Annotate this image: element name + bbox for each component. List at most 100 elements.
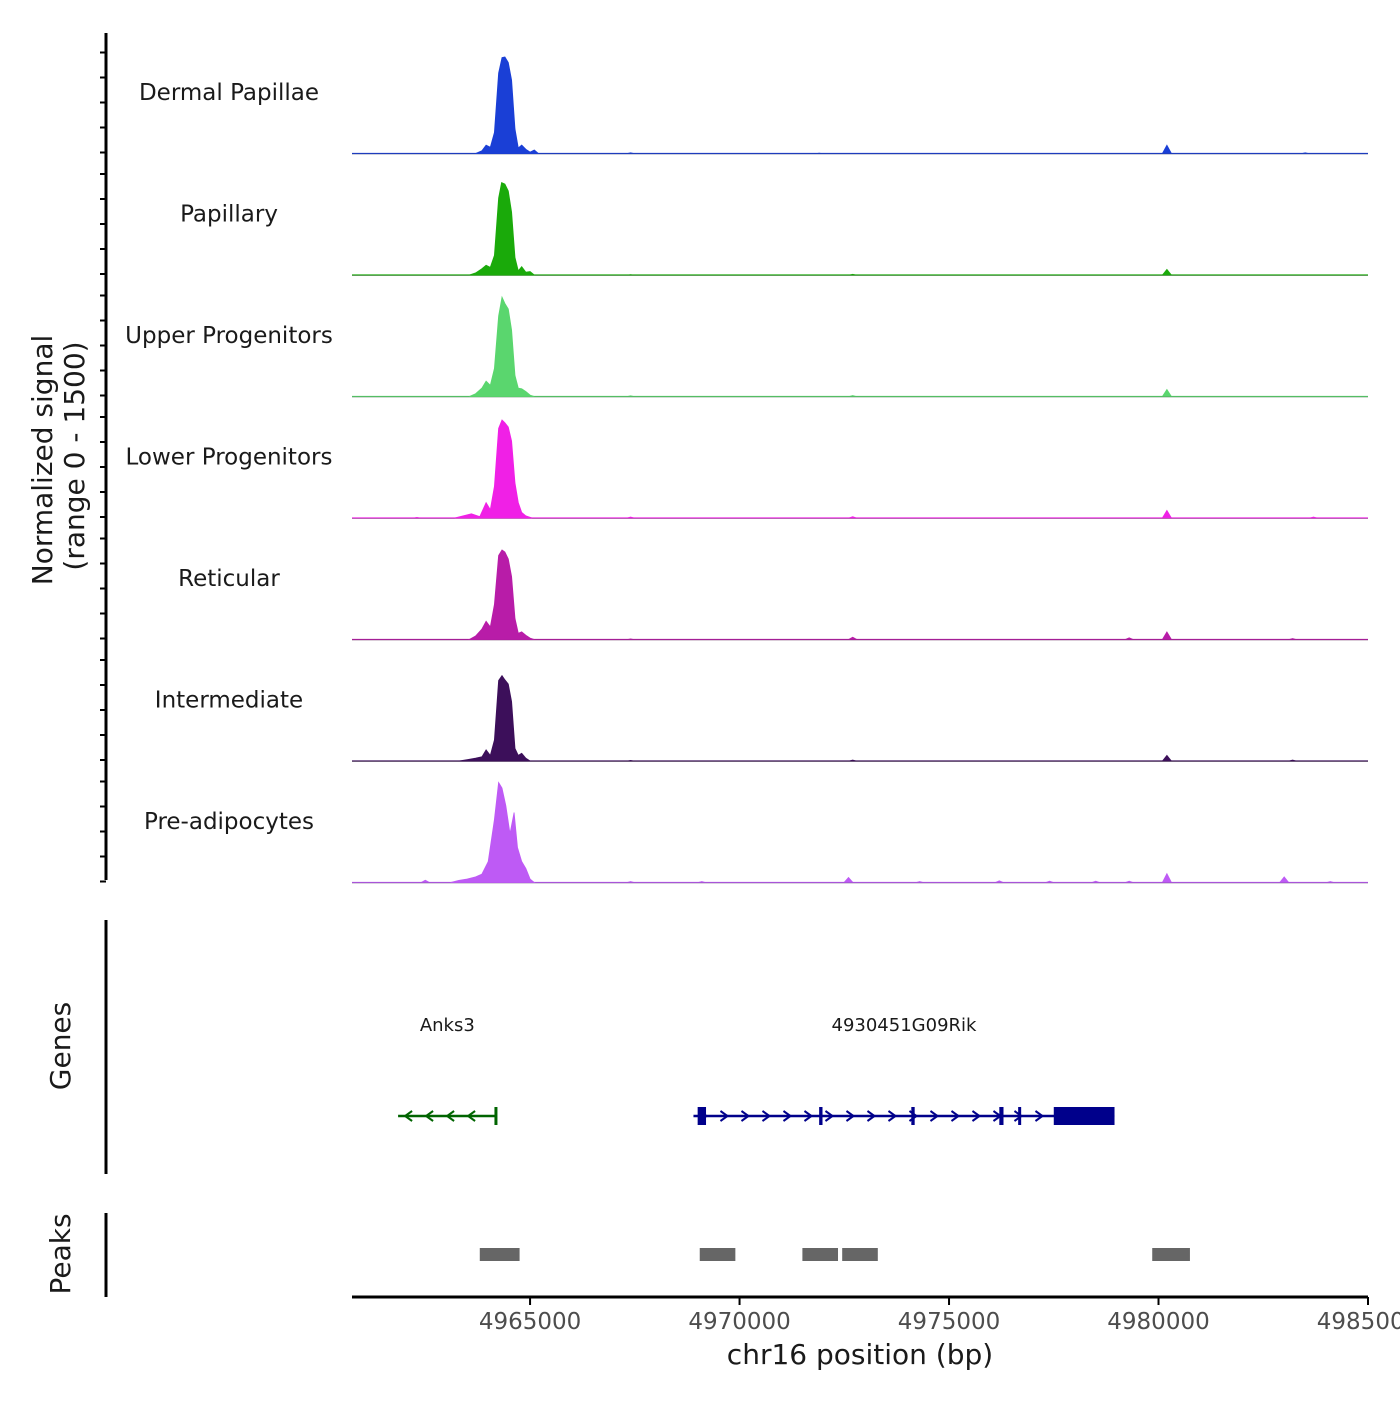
- gene-exon: [494, 1107, 498, 1125]
- gene-label: 4930451G09Rik: [832, 1015, 978, 1036]
- y-axis-subtitle: (range 0 - 1500): [58, 341, 91, 570]
- strand-chevron: [929, 1110, 940, 1122]
- strand-chevron: [466, 1110, 476, 1122]
- coverage-small-peak: [1090, 880, 1101, 883]
- strand-chevron: [445, 1110, 455, 1122]
- coverage-small-peak: [1300, 152, 1311, 154]
- coverage-small-peak: [847, 636, 858, 640]
- coverage-small-peak: [1279, 876, 1290, 883]
- track-label: Pre-adipocytes: [144, 809, 314, 835]
- coverage-y-axis: Normalized signal (range 0 - 1500): [26, 33, 108, 883]
- gene-exon: [999, 1107, 1004, 1125]
- coverage-small-peak: [625, 638, 636, 640]
- track-label: Upper Progenitors: [125, 323, 333, 349]
- track-label: Dermal Papillae: [139, 80, 319, 106]
- coverage-small-peak: [420, 879, 431, 883]
- coverage-small-peak: [1161, 872, 1172, 883]
- y-axis-title: Normalized signal: [26, 335, 59, 586]
- coverage-small-peak: [625, 881, 636, 883]
- strand-chevron: [424, 1110, 434, 1122]
- genes-panel: Genes Anks3 4930451G09Rik: [44, 920, 1115, 1174]
- coverage-small-peak: [847, 759, 858, 761]
- coverage-small-peak: [1161, 268, 1172, 275]
- x-tick-label: 4975000: [898, 1309, 1000, 1335]
- strand-chevron: [824, 1110, 835, 1122]
- x-axis: chr16 position (bp) 4965000 4970000 497500…: [352, 1295, 1400, 1371]
- x-tick-label: 4985000: [1317, 1309, 1400, 1335]
- coverage-small-peak: [1124, 880, 1135, 883]
- track-label: Papillary: [180, 202, 278, 228]
- strand-chevron: [1013, 1110, 1024, 1122]
- gene-anks3: Anks3: [398, 1015, 498, 1125]
- coverage-small-peak: [1161, 754, 1172, 761]
- gene-4930451g09rik: 4930451G09Rik: [693, 1015, 1115, 1125]
- track-label: Intermediate: [155, 688, 303, 714]
- strand-chevron: [971, 1110, 982, 1122]
- coverage-small-peak: [625, 516, 636, 518]
- peak-region: [699, 1248, 736, 1261]
- x-tick-label: 4980000: [1107, 1309, 1209, 1335]
- coverage-small-peak: [1325, 881, 1336, 883]
- peak-region: [1152, 1248, 1190, 1261]
- strand-chevron: [887, 1110, 898, 1122]
- track-pre-adipocytes: Pre-adipocytes: [144, 781, 1368, 884]
- peak-region: [479, 1248, 520, 1261]
- coverage-tracks: Dermal Papillae Papillary Upper Progenitor…: [125, 56, 1368, 884]
- track-upper-progenitors: Upper Progenitors: [125, 295, 1368, 398]
- x-tick-label: 4965000: [479, 1309, 581, 1335]
- coverage-main-peak: [469, 295, 535, 397]
- coverage-small-peak: [696, 881, 707, 883]
- strand-chevron: [845, 1110, 856, 1122]
- peak-region: [802, 1248, 839, 1261]
- peaks-panel-title: Peaks: [44, 1213, 77, 1294]
- strand-chevron: [740, 1110, 751, 1122]
- coverage-small-peak: [1161, 388, 1172, 397]
- peak-region: [842, 1248, 878, 1261]
- coverage-small-peak: [914, 881, 925, 883]
- x-axis-title: chr16 position (bp): [727, 1338, 993, 1371]
- track-papillary: Papillary: [180, 182, 1368, 276]
- x-tick-label: 4970000: [688, 1309, 790, 1335]
- strand-chevron: [761, 1110, 772, 1122]
- coverage-main-peak: [454, 419, 533, 519]
- coverage-small-peak: [847, 273, 858, 275]
- strand-chevron: [1034, 1110, 1045, 1122]
- strand-chevron: [719, 1110, 730, 1122]
- track-lower-progenitors: Lower Progenitors: [126, 419, 1368, 519]
- coverage-small-peak: [1287, 759, 1298, 761]
- strand-chevron: [803, 1110, 814, 1122]
- gene-exon: [1018, 1107, 1022, 1125]
- track-label: Reticular: [178, 566, 280, 592]
- coverage-small-peak: [994, 880, 1005, 883]
- coverage-main-peak: [450, 781, 536, 883]
- coverage-small-peak: [1308, 516, 1319, 518]
- strand-chevron: [403, 1110, 413, 1122]
- coverage-small-peak: [1044, 880, 1055, 883]
- track-intermediate: Intermediate: [155, 674, 1368, 762]
- coverage-main-peak: [469, 182, 536, 276]
- coverage-small-peak: [625, 152, 636, 154]
- track-reticular: Reticular: [178, 549, 1368, 641]
- strand-chevron: [950, 1110, 961, 1122]
- track-dermal-papillae: Dermal Papillae: [139, 56, 1368, 155]
- coverage-small-peak: [625, 395, 636, 397]
- coverage-small-peak: [1161, 144, 1172, 154]
- track-label: Lower Progenitors: [126, 445, 333, 471]
- strand-chevron: [782, 1110, 793, 1122]
- coverage-small-peak: [814, 152, 825, 154]
- gene-label: Anks3: [420, 1015, 475, 1036]
- gene-exon: [1053, 1107, 1115, 1125]
- coverage-small-peak: [1124, 637, 1135, 640]
- coverage-small-peak: [847, 395, 858, 397]
- gene-exon: [697, 1107, 707, 1125]
- gene-exon: [819, 1107, 823, 1125]
- coverage-small-peak: [1287, 638, 1298, 640]
- coverage-main-peak: [458, 674, 532, 762]
- coverage-small-peak: [1161, 509, 1172, 518]
- peaks-panel: Peaks: [44, 1213, 1190, 1297]
- coverage-small-peak: [411, 517, 422, 518]
- coverage-main-peak: [467, 549, 535, 640]
- genes-panel-title: Genes: [44, 1002, 77, 1090]
